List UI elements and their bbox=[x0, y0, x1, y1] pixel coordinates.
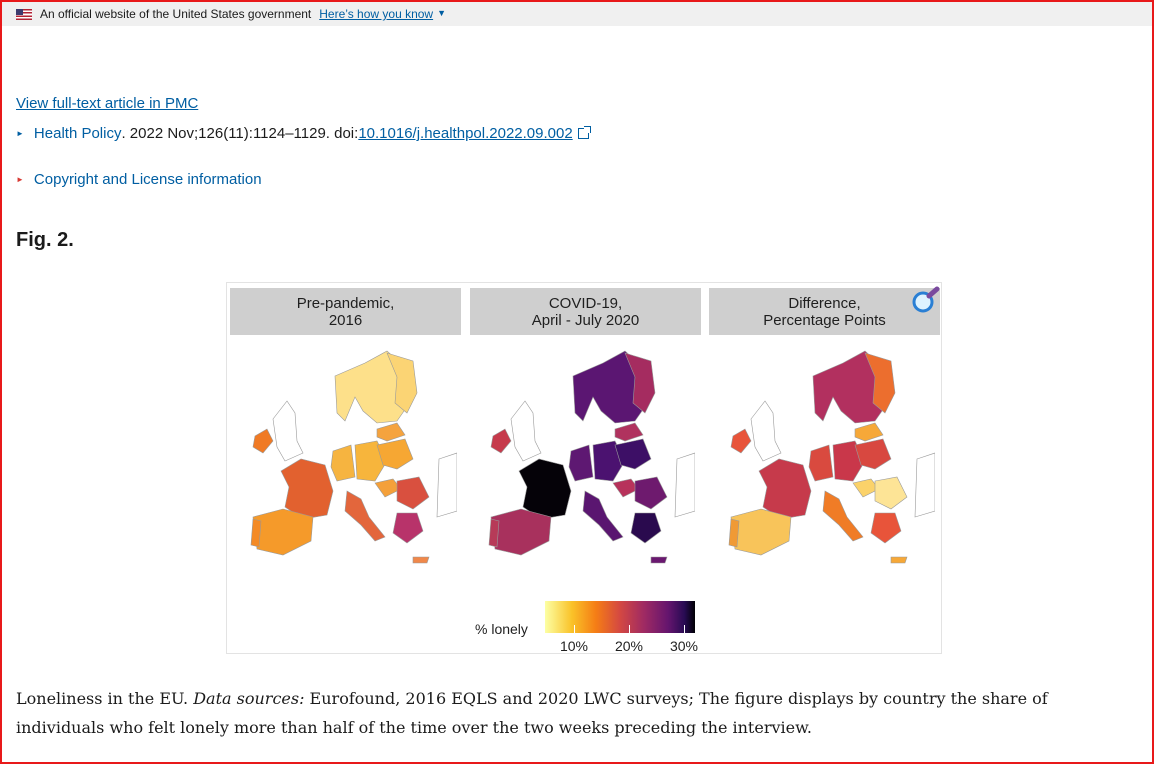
map-france bbox=[758, 458, 812, 520]
figure-caption: Loneliness in the EU. Data sources: Euro… bbox=[16, 684, 1141, 742]
legend-tick-mark bbox=[684, 625, 685, 633]
map-nordics bbox=[572, 350, 650, 424]
copyright-license-link[interactable]: Copyright and License information bbox=[33, 171, 262, 188]
map-france bbox=[518, 458, 572, 520]
legend-tick-label: 20% bbox=[614, 638, 644, 654]
map-ireland bbox=[730, 428, 752, 454]
external-link-icon[interactable] bbox=[577, 126, 591, 139]
panel-header-covid: COVID-19, April - July 2020 bbox=[470, 288, 701, 335]
map-nordics bbox=[812, 350, 890, 424]
panel-title-line2: 2016 bbox=[328, 311, 363, 329]
gov-banner-text: An official website of the United States… bbox=[40, 7, 312, 21]
legend-tick-mark bbox=[629, 625, 630, 633]
doi-link[interactable]: 10.1016/j.healthpol.2022.09.002 bbox=[358, 125, 573, 142]
map-romania bbox=[396, 476, 430, 510]
map-romania bbox=[634, 476, 668, 510]
copyright-row: ► Copyright and License information bbox=[16, 171, 262, 188]
us-flag-icon bbox=[16, 8, 32, 20]
map-romania bbox=[874, 476, 908, 510]
panel-header-difference: Difference, Percentage Points bbox=[709, 288, 940, 335]
map-covid bbox=[488, 350, 695, 564]
citation-text: . 2022 Nov;126(11):1124–1129. doi: bbox=[121, 125, 359, 142]
map-greece bbox=[870, 512, 902, 544]
map-italy bbox=[822, 490, 864, 542]
chevron-down-icon[interactable]: ▼ bbox=[437, 8, 447, 18]
heres-how-you-know-link[interactable]: Here’s how you know bbox=[319, 7, 434, 21]
caption-sources-label: Data sources: bbox=[193, 689, 305, 708]
journal-link[interactable]: Health Policy bbox=[33, 125, 122, 142]
map-iberia bbox=[730, 508, 792, 556]
legend-tick-label: 10% bbox=[559, 638, 589, 654]
legend-title: % lonely bbox=[475, 621, 528, 637]
map-italy bbox=[582, 490, 624, 542]
map-difference bbox=[728, 350, 935, 564]
panel-title-line1: COVID-19, bbox=[548, 294, 623, 312]
expand-triangle-icon[interactable]: ► bbox=[16, 129, 24, 138]
view-full-text-link[interactable]: View full-text article in PMC bbox=[16, 95, 199, 112]
map-greece bbox=[630, 512, 662, 544]
map-iberia bbox=[252, 508, 314, 556]
legend-colorbar bbox=[545, 601, 695, 633]
map-iberia bbox=[490, 508, 552, 556]
expand-triangle-icon[interactable]: ► bbox=[16, 175, 24, 184]
map-nordics bbox=[334, 350, 412, 424]
panel-title-line2: April - July 2020 bbox=[531, 311, 640, 329]
map-france bbox=[280, 458, 334, 520]
caption-text: Eurofound, 2016 EQLS and 2020 LWC survey… bbox=[16, 689, 1048, 737]
panel-title-line2: Percentage Points bbox=[763, 311, 886, 329]
panel-title-line1: Difference, bbox=[788, 294, 861, 312]
caption-lead: Loneliness in the EU. bbox=[16, 689, 194, 708]
magnifier-icon[interactable] bbox=[910, 286, 940, 316]
map-pre-pandemic bbox=[250, 350, 457, 564]
panel-header-pre-pandemic: Pre-pandemic, 2016 bbox=[230, 288, 461, 335]
figure-label: Fig. 2. bbox=[16, 229, 74, 251]
map-ireland bbox=[490, 428, 512, 454]
map-greece bbox=[392, 512, 424, 544]
gov-banner: An official website of the United States… bbox=[2, 2, 1152, 26]
map-ireland bbox=[252, 428, 274, 454]
legend-tick-mark bbox=[574, 625, 575, 633]
map-italy bbox=[344, 490, 386, 542]
legend-tick-label: 30% bbox=[669, 638, 699, 654]
citation-row: ► Health Policy . 2022 Nov;126(11):1124–… bbox=[16, 125, 591, 142]
figure-image[interactable]: Pre-pandemic, 2016 COVID-19, April - Jul… bbox=[226, 282, 942, 654]
panel-title-line1: Pre-pandemic, bbox=[296, 294, 395, 312]
